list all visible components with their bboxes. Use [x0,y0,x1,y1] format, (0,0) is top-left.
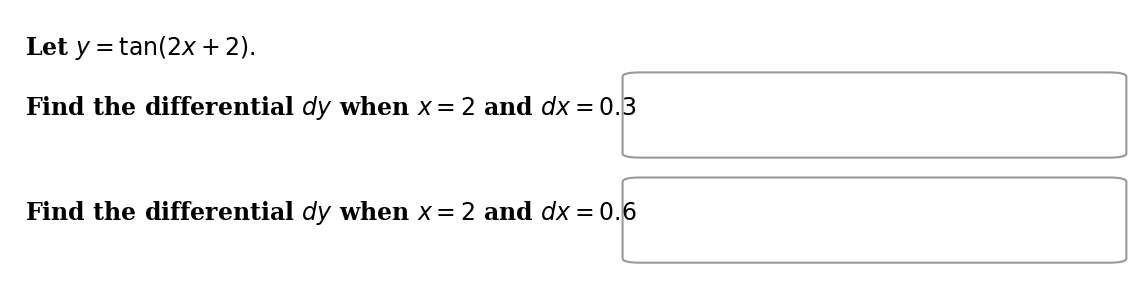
FancyBboxPatch shape [623,72,1126,158]
Text: Let $y = \tan(2x + 2).$: Let $y = \tan(2x + 2).$ [25,34,256,62]
FancyBboxPatch shape [623,178,1126,263]
Text: Find the differential $dy$ when $x = 2$ and $dx = 0.6$: Find the differential $dy$ when $x = 2$ … [25,199,636,227]
Text: Find the differential $dy$ when $x = 2$ and $dx = 0.3$: Find the differential $dy$ when $x = 2$ … [25,94,636,122]
